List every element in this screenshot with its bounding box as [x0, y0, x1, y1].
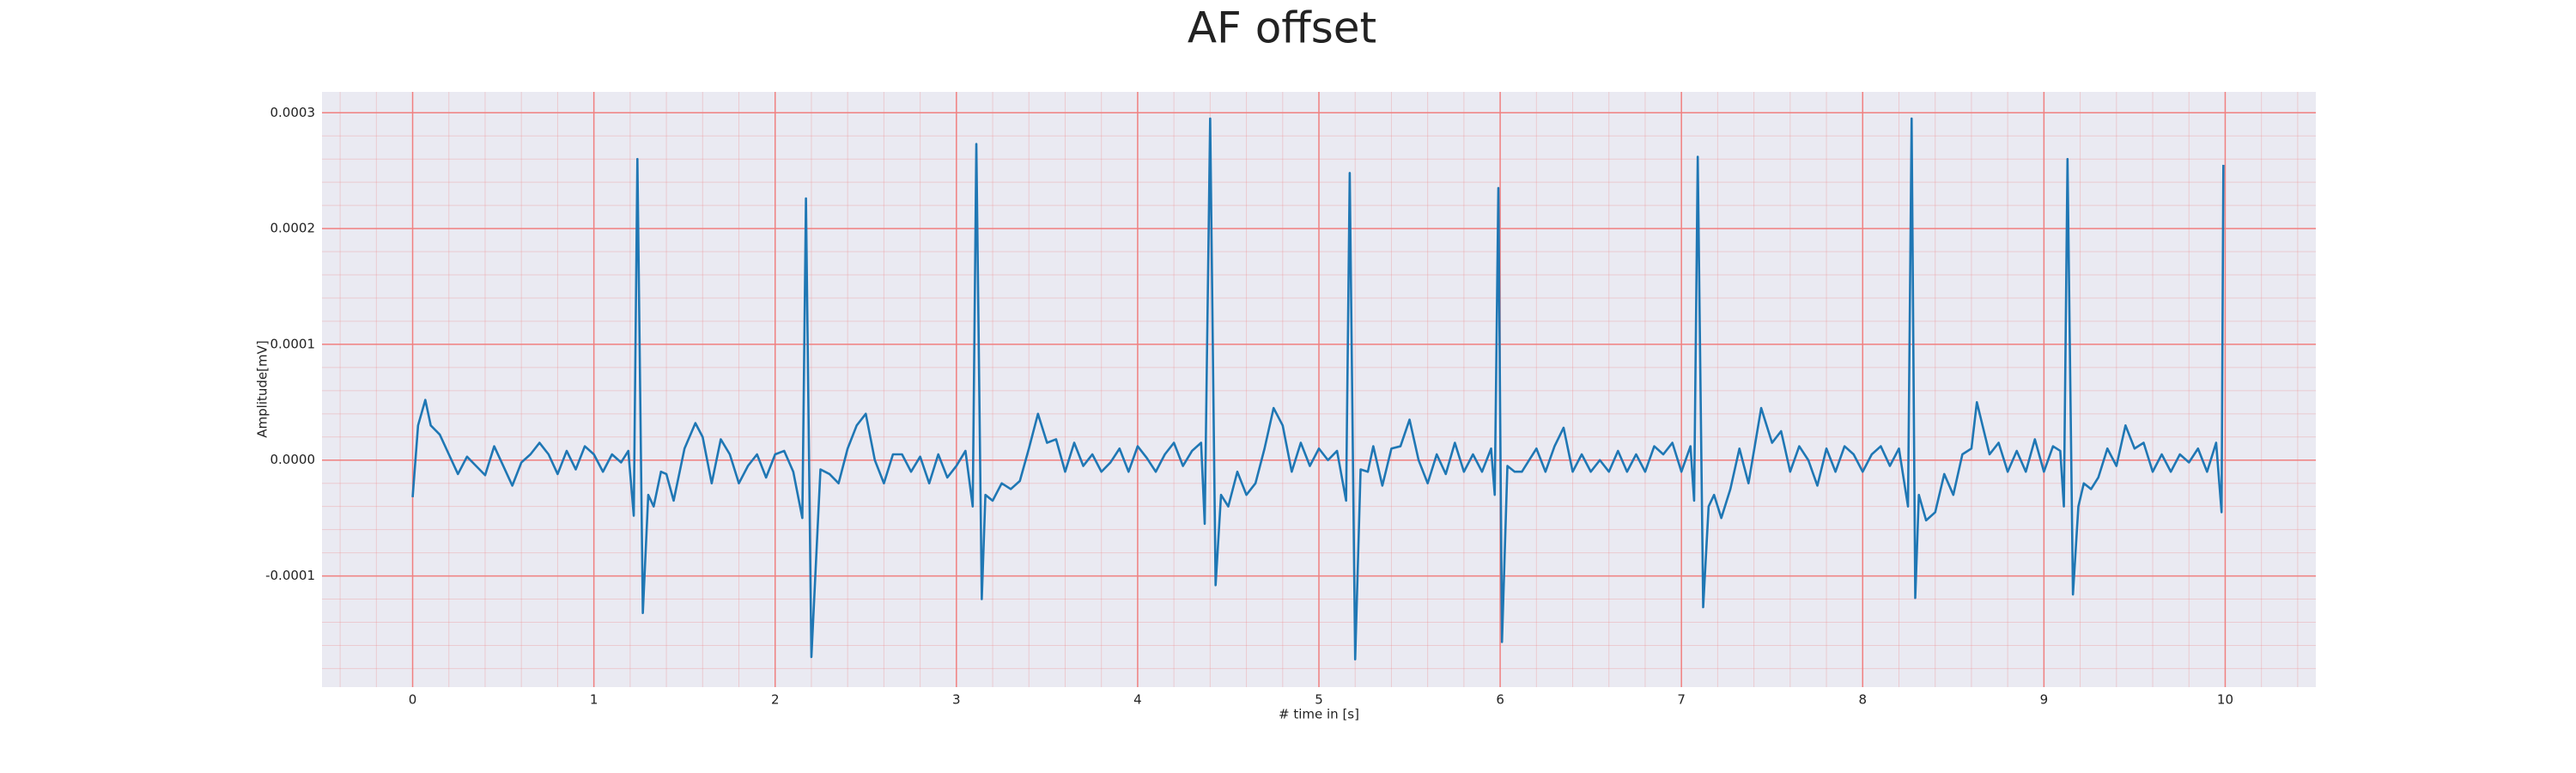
x-tick-label: 1 [590, 692, 598, 708]
x-tick-label: 3 [952, 692, 961, 708]
x-tick-label: 10 [2217, 692, 2233, 708]
y-tick-label: 0.0003 [270, 105, 316, 120]
x-axis-label: # time in [s] [1279, 707, 1359, 722]
y-tick-label: 0.0002 [270, 221, 316, 236]
x-tick-label: 7 [1677, 692, 1686, 708]
x-tick-label: 2 [771, 692, 780, 708]
x-tick-label: 0 [409, 692, 417, 708]
y-tick-label: -0.0001 [265, 568, 315, 583]
x-tick-label: 5 [1315, 692, 1323, 708]
x-tick-label: 4 [1133, 692, 1142, 708]
y-axis-label: Amplitude[mV] [255, 340, 270, 437]
y-tick-label: 0.0000 [270, 452, 316, 467]
x-tick-label: 6 [1496, 692, 1504, 708]
x-tick-label: 9 [2040, 692, 2049, 708]
x-tick-label: 8 [1858, 692, 1867, 708]
chart-title: AF offset [1188, 3, 1376, 53]
signal-line [411, 117, 2225, 660]
y-tick-label: 0.0001 [270, 336, 316, 351]
